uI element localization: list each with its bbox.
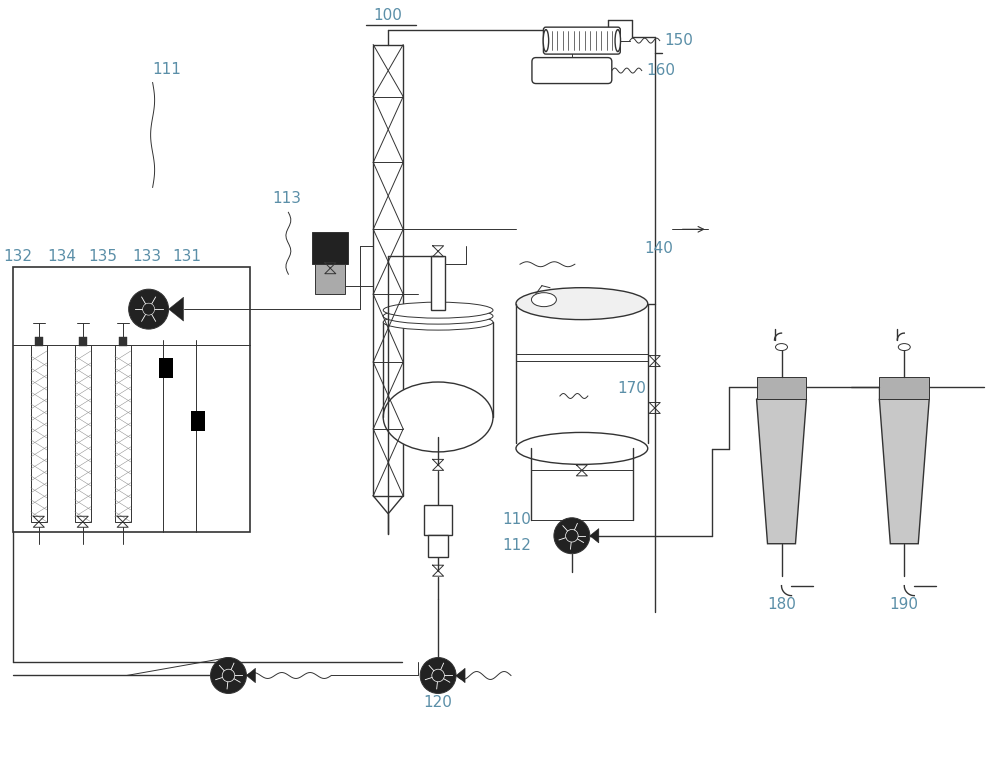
Ellipse shape (383, 302, 493, 318)
Text: 100: 100 (374, 8, 403, 23)
Text: 190: 190 (890, 597, 919, 612)
Ellipse shape (516, 433, 648, 464)
Text: 133: 133 (133, 249, 162, 264)
Bar (879, 377, 929, 399)
Text: 134: 134 (48, 249, 77, 264)
FancyBboxPatch shape (543, 27, 620, 54)
Polygon shape (456, 668, 465, 683)
Circle shape (420, 658, 456, 694)
Bar (13, 267, 250, 532)
Circle shape (432, 670, 444, 682)
Bar (79, 337, 87, 346)
Bar (431, 256, 445, 310)
Bar (159, 358, 173, 379)
Text: 170: 170 (618, 381, 647, 396)
Polygon shape (879, 399, 929, 544)
Ellipse shape (383, 382, 493, 452)
Circle shape (566, 529, 578, 542)
Ellipse shape (898, 343, 910, 350)
Ellipse shape (776, 343, 787, 350)
Ellipse shape (615, 30, 621, 52)
Text: 120: 120 (424, 695, 453, 710)
Bar (312, 232, 348, 264)
Ellipse shape (383, 314, 493, 330)
Polygon shape (169, 297, 184, 321)
Text: 110: 110 (502, 512, 531, 528)
Text: 132: 132 (3, 249, 32, 264)
Ellipse shape (516, 288, 648, 320)
Circle shape (222, 670, 235, 682)
Text: 160: 160 (647, 63, 676, 78)
Text: 131: 131 (173, 249, 202, 264)
Bar (31, 345, 47, 522)
Polygon shape (757, 399, 806, 544)
Text: 150: 150 (665, 33, 694, 48)
Text: 140: 140 (645, 241, 674, 256)
Circle shape (211, 658, 246, 694)
Text: 180: 180 (767, 597, 796, 612)
Ellipse shape (543, 30, 549, 52)
Text: 135: 135 (89, 249, 118, 264)
Text: 113: 113 (272, 191, 301, 206)
Polygon shape (246, 668, 255, 683)
Circle shape (554, 517, 590, 554)
Circle shape (129, 289, 169, 329)
Bar (75, 345, 91, 522)
Bar (35, 337, 43, 346)
Bar (191, 412, 205, 431)
Bar (424, 505, 452, 535)
Ellipse shape (531, 292, 556, 307)
Polygon shape (590, 528, 599, 543)
Bar (428, 535, 448, 557)
Bar (757, 377, 806, 399)
FancyBboxPatch shape (532, 57, 612, 84)
Text: 112: 112 (502, 539, 531, 554)
Bar (115, 345, 131, 522)
Bar (373, 45, 403, 495)
Ellipse shape (383, 308, 493, 324)
Bar (315, 264, 345, 294)
Text: 111: 111 (153, 62, 181, 77)
Circle shape (143, 303, 155, 315)
Bar (119, 337, 127, 346)
